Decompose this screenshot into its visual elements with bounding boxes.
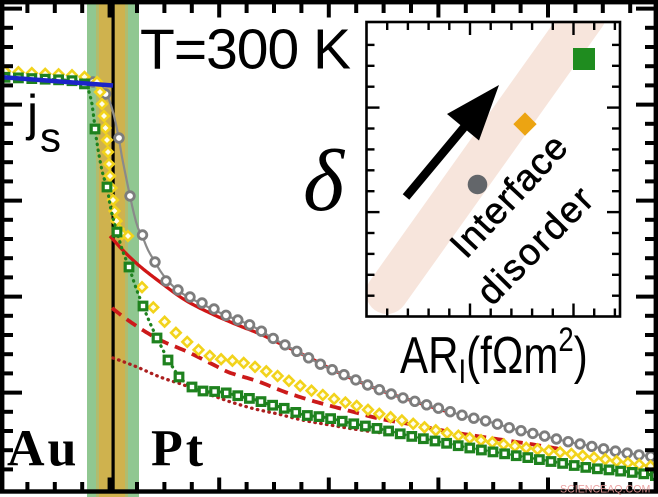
svg-text:s: s — [40, 114, 61, 161]
svg-text:δ: δ — [303, 133, 346, 230]
svg-text:SCIENCEAQ.COM: SCIENCEAQ.COM — [560, 483, 650, 495]
svg-text:Pt: Pt — [151, 421, 206, 478]
svg-text:Au: Au — [7, 421, 79, 478]
svg-text:j: j — [25, 85, 38, 141]
svg-text:ARI(fΩm2): ARI(fΩm2) — [400, 320, 588, 390]
svg-text:T=300 K: T=300 K — [140, 18, 351, 82]
